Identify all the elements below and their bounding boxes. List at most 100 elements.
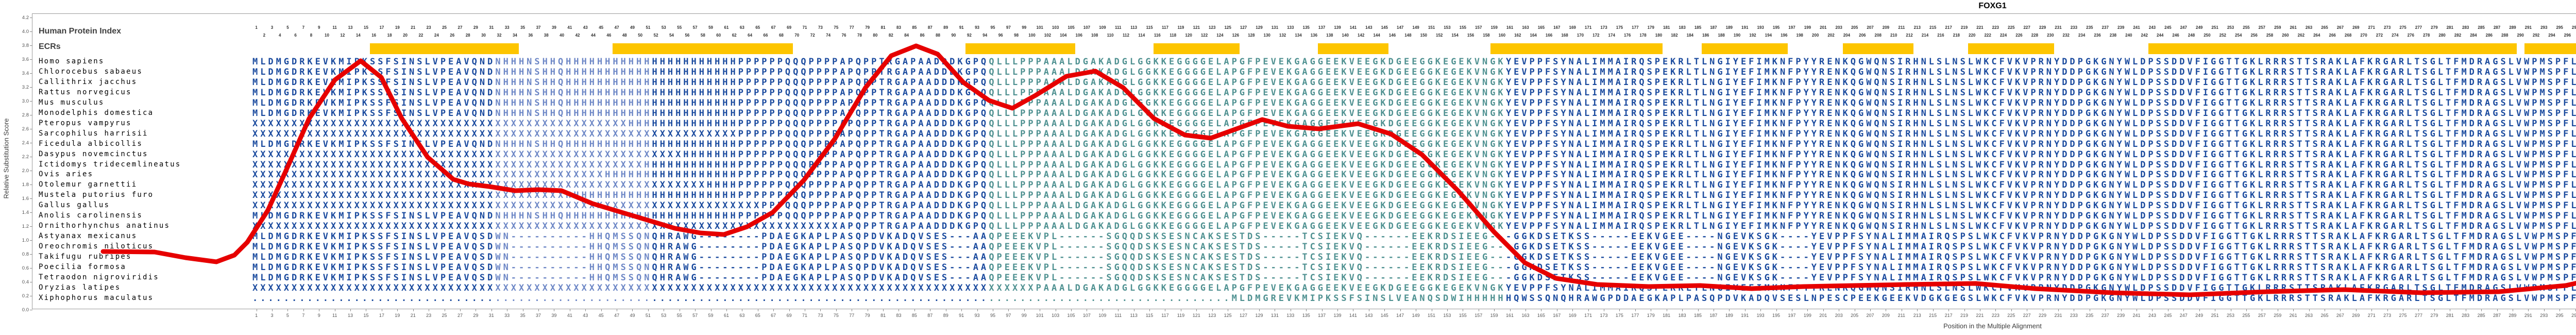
ruler-number: 193 [1757, 25, 1764, 30]
x-tick-mark [2418, 309, 2419, 311]
y-tick-mark [30, 240, 32, 241]
ruler-number: 260 [2282, 33, 2289, 38]
ruler-number: 159 [1490, 25, 1498, 30]
y-tick-label: 3.6 [22, 57, 29, 62]
ruler-number: 105 [1067, 25, 1075, 30]
ruler-number: 158 [1483, 33, 1490, 38]
y-tick-label: 1.8 [22, 182, 29, 188]
x-tick-label: 23 [426, 313, 432, 318]
x-tick-mark [287, 309, 289, 311]
y-tick-mark [30, 101, 32, 102]
ruler-number: 172 [1592, 33, 1600, 38]
x-tick-label: 177 [1631, 313, 1639, 318]
ruler-number: 8 [310, 33, 313, 38]
ruler-number: 269 [2352, 25, 2360, 30]
ruler-number: 126 [1232, 33, 1240, 38]
y-tick-mark [30, 254, 32, 255]
x-tick-label: 35 [520, 313, 526, 318]
ruler-number: 45 [599, 25, 604, 30]
ruler-number: 5 [286, 25, 289, 30]
x-tick-mark [2199, 309, 2200, 311]
ruler-number: 137 [1318, 25, 1326, 30]
residue-segment: XXXXXXXXXXXXXXXXXXXXXXXXXXXXXXX [252, 128, 496, 139]
x-tick-label: 103 [1052, 313, 1060, 318]
species-label: Poecilia formosa [39, 263, 127, 271]
ruler-number: 36 [528, 33, 533, 38]
x-tick-label: 211 [1897, 313, 1906, 318]
ruler-number: 79 [865, 25, 870, 30]
ruler-number: 93 [975, 25, 979, 30]
residue-segment: NHHHNSHHQHHHHHHHHHHH [495, 77, 652, 88]
x-tick-label: 135 [1302, 313, 1310, 318]
residue-segment: QLLLPPPAAALDGAKADGLGGKKEGGGGELAPGFPEVEKG… [989, 180, 1506, 191]
residue-segment: NHHHNSHHQHHHHHHHHHHH [495, 66, 652, 77]
residue-segment: WN----------HHQMSSQN [495, 242, 652, 253]
ruler-number: 198 [1796, 33, 1803, 38]
ruler-number: 191 [1741, 25, 1749, 30]
ruler-number: 76 [841, 33, 846, 38]
residue-segment: XXXXXXXXXXXXXXXXXXXXXXXXXXXXXXX [252, 282, 496, 293]
ruler-number: 44 [591, 33, 596, 38]
ruler-number: 42 [575, 33, 580, 38]
ruler-number: 223 [1992, 25, 1999, 30]
residue-segment: QLLLPPPAAALDGAKADGLGGKKEGGGGELAPGFPEVEKG… [989, 200, 1506, 211]
x-tick-label: 85 [911, 313, 917, 318]
x-tick-label: 1 [255, 313, 258, 318]
ruler-number: 118 [1170, 33, 1177, 38]
ruler-number: 151 [1428, 25, 1435, 30]
ruler-number: 83 [896, 25, 901, 30]
ruler-number: 132 [1279, 33, 1286, 38]
species-label: Mus musculus [39, 98, 105, 107]
ruler-number: 50 [638, 33, 643, 38]
residue-segment: YEVPPFSYNALIMMAIRQSPEKRLTLNGIYEFIMKNFPYY… [1505, 180, 2576, 191]
residue-segment: QLLLPPPAAALDGAKADGLGGKKEGGGGELAPGFPEVEKG… [989, 139, 1506, 149]
x-tick-label: 69 [786, 313, 792, 318]
y-tick-label: 3.2 [22, 85, 29, 90]
x-tick-label: 157 [1475, 313, 1483, 318]
ruler-number: 3 [270, 25, 274, 30]
x-tick-mark [1933, 309, 1934, 311]
ruler-number: 25 [442, 25, 447, 30]
x-tick-mark [1948, 309, 1950, 311]
x-axis-label: Position in the Multiple Alignment [1943, 322, 2042, 330]
ruler-number: 139 [1334, 25, 1341, 30]
x-tick-label: 139 [1333, 313, 1342, 318]
x-tick-label: 193 [1756, 313, 1765, 318]
x-tick-label: 259 [2274, 313, 2282, 318]
x-tick-label: 45 [598, 313, 604, 318]
ruler-number: 194 [1765, 33, 1772, 38]
residue-segment: YEVPPFSYNALIMMAIRQSPEKRLTLNGIYEFIMKNFPYY… [1505, 221, 2576, 232]
ruler-number: 236 [2094, 33, 2101, 38]
ruler-number: 253 [2227, 25, 2234, 30]
x-tick-mark [836, 309, 837, 311]
residue-segment: HHHHHHHHHHHPPPPPPQQQPPPPAPQPPTRGAPAADDDK… [652, 77, 989, 88]
ruler-number: 286 [2485, 33, 2493, 38]
residue-segment: -GGKDSETKSS-----EEKVGEE----NGEVKSGK----Y… [1505, 242, 2576, 253]
ruler-number: 218 [1953, 33, 1960, 38]
ruler-number: 171 [1584, 25, 1592, 30]
residue-segment: YEVPPFSYNALIMMAIRQSPEKRLTLNGIYEFIMKNFPYY… [1505, 139, 2576, 149]
ruler-number: 27 [457, 25, 463, 30]
y-tick-label: 2.8 [22, 112, 29, 118]
ruler-number: 4 [278, 33, 281, 38]
ecr-bar [1318, 43, 1388, 54]
ruler-number: 124 [1216, 33, 1224, 38]
ruler-number: 214 [1921, 33, 1929, 38]
residue-segment: NHHHNSHHQHHHHHHHHHHH [495, 57, 652, 67]
ruler-number: 206 [1859, 33, 1866, 38]
ruler-number: 287 [2493, 25, 2501, 30]
residue-segment: QLLLPPPAAALDGAKADGLGGKKEGGGGELAPGFPEVEKG… [989, 87, 1506, 98]
ruler-number: 35 [520, 25, 526, 30]
x-tick-mark [272, 309, 273, 311]
ruler-number: 77 [849, 25, 854, 30]
residue-segment: MLDMGDRKEVKMIPKSSFSINSLVPEAVQSD [252, 231, 496, 242]
ruler-number: 129 [1256, 25, 1263, 30]
ruler-number: 116 [1154, 33, 1161, 38]
species-label: Rattus norvegicus [39, 88, 132, 96]
ruler-number: 71 [802, 25, 807, 30]
residue-segment: YEVPPFSYNALIMMAIRQSPEKRLTLNGIYEFIMKNFPYY… [1505, 170, 2576, 180]
x-tick-label: 141 [1349, 313, 1357, 318]
ruler-number: 140 [1342, 33, 1349, 38]
x-tick-label: 61 [723, 313, 729, 318]
